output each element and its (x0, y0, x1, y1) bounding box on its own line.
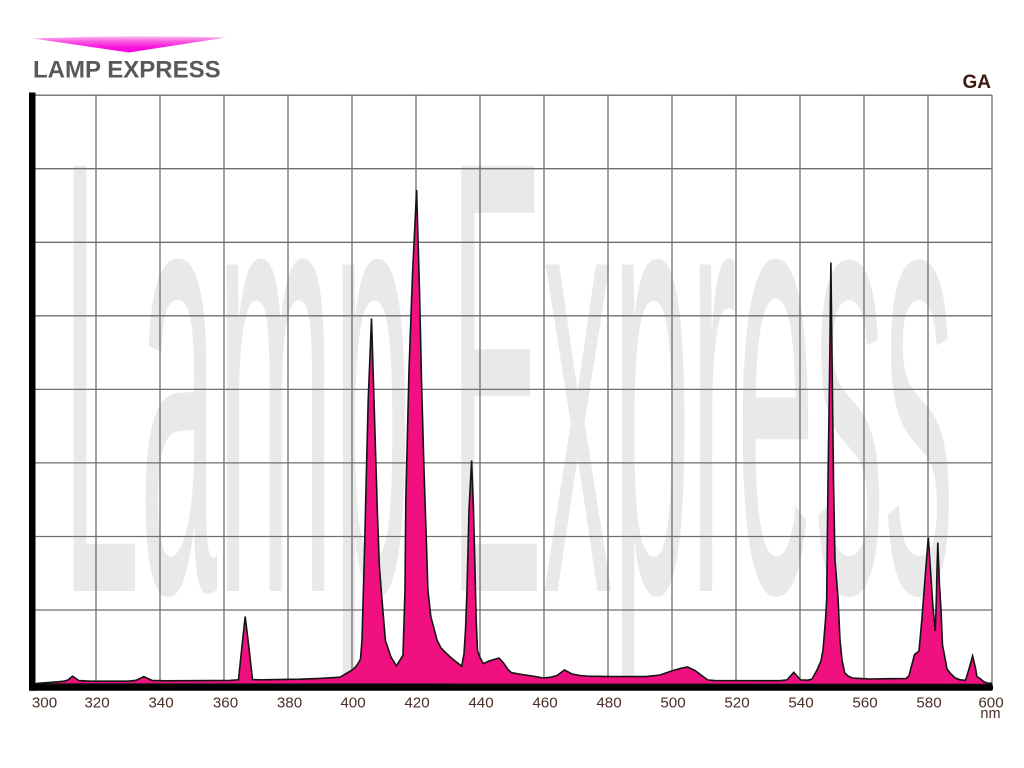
svg-text:440: 440 (468, 695, 493, 712)
svg-text:480: 480 (596, 695, 621, 712)
svg-text:600: 600 (978, 695, 1003, 712)
svg-text:520: 520 (724, 695, 749, 712)
svg-text:540: 540 (788, 695, 813, 712)
svg-text:500: 500 (660, 695, 685, 712)
svg-text:nm: nm (980, 706, 1000, 722)
svg-text:360: 360 (213, 695, 238, 712)
svg-text:420: 420 (404, 695, 429, 712)
svg-text:Lamp Express: Lamp Express (62, 31, 954, 726)
svg-text:GA: GA (963, 72, 992, 93)
svg-text:580: 580 (916, 695, 941, 712)
svg-text:320: 320 (84, 695, 109, 712)
svg-text:380: 380 (277, 695, 302, 712)
svg-text:460: 460 (532, 695, 557, 712)
svg-text:560: 560 (852, 695, 877, 712)
svg-text:300: 300 (32, 695, 57, 712)
svg-text:LAMP EXPRESS: LAMP EXPRESS (33, 57, 221, 84)
svg-text:400: 400 (340, 695, 365, 712)
svg-text:340: 340 (148, 695, 173, 712)
